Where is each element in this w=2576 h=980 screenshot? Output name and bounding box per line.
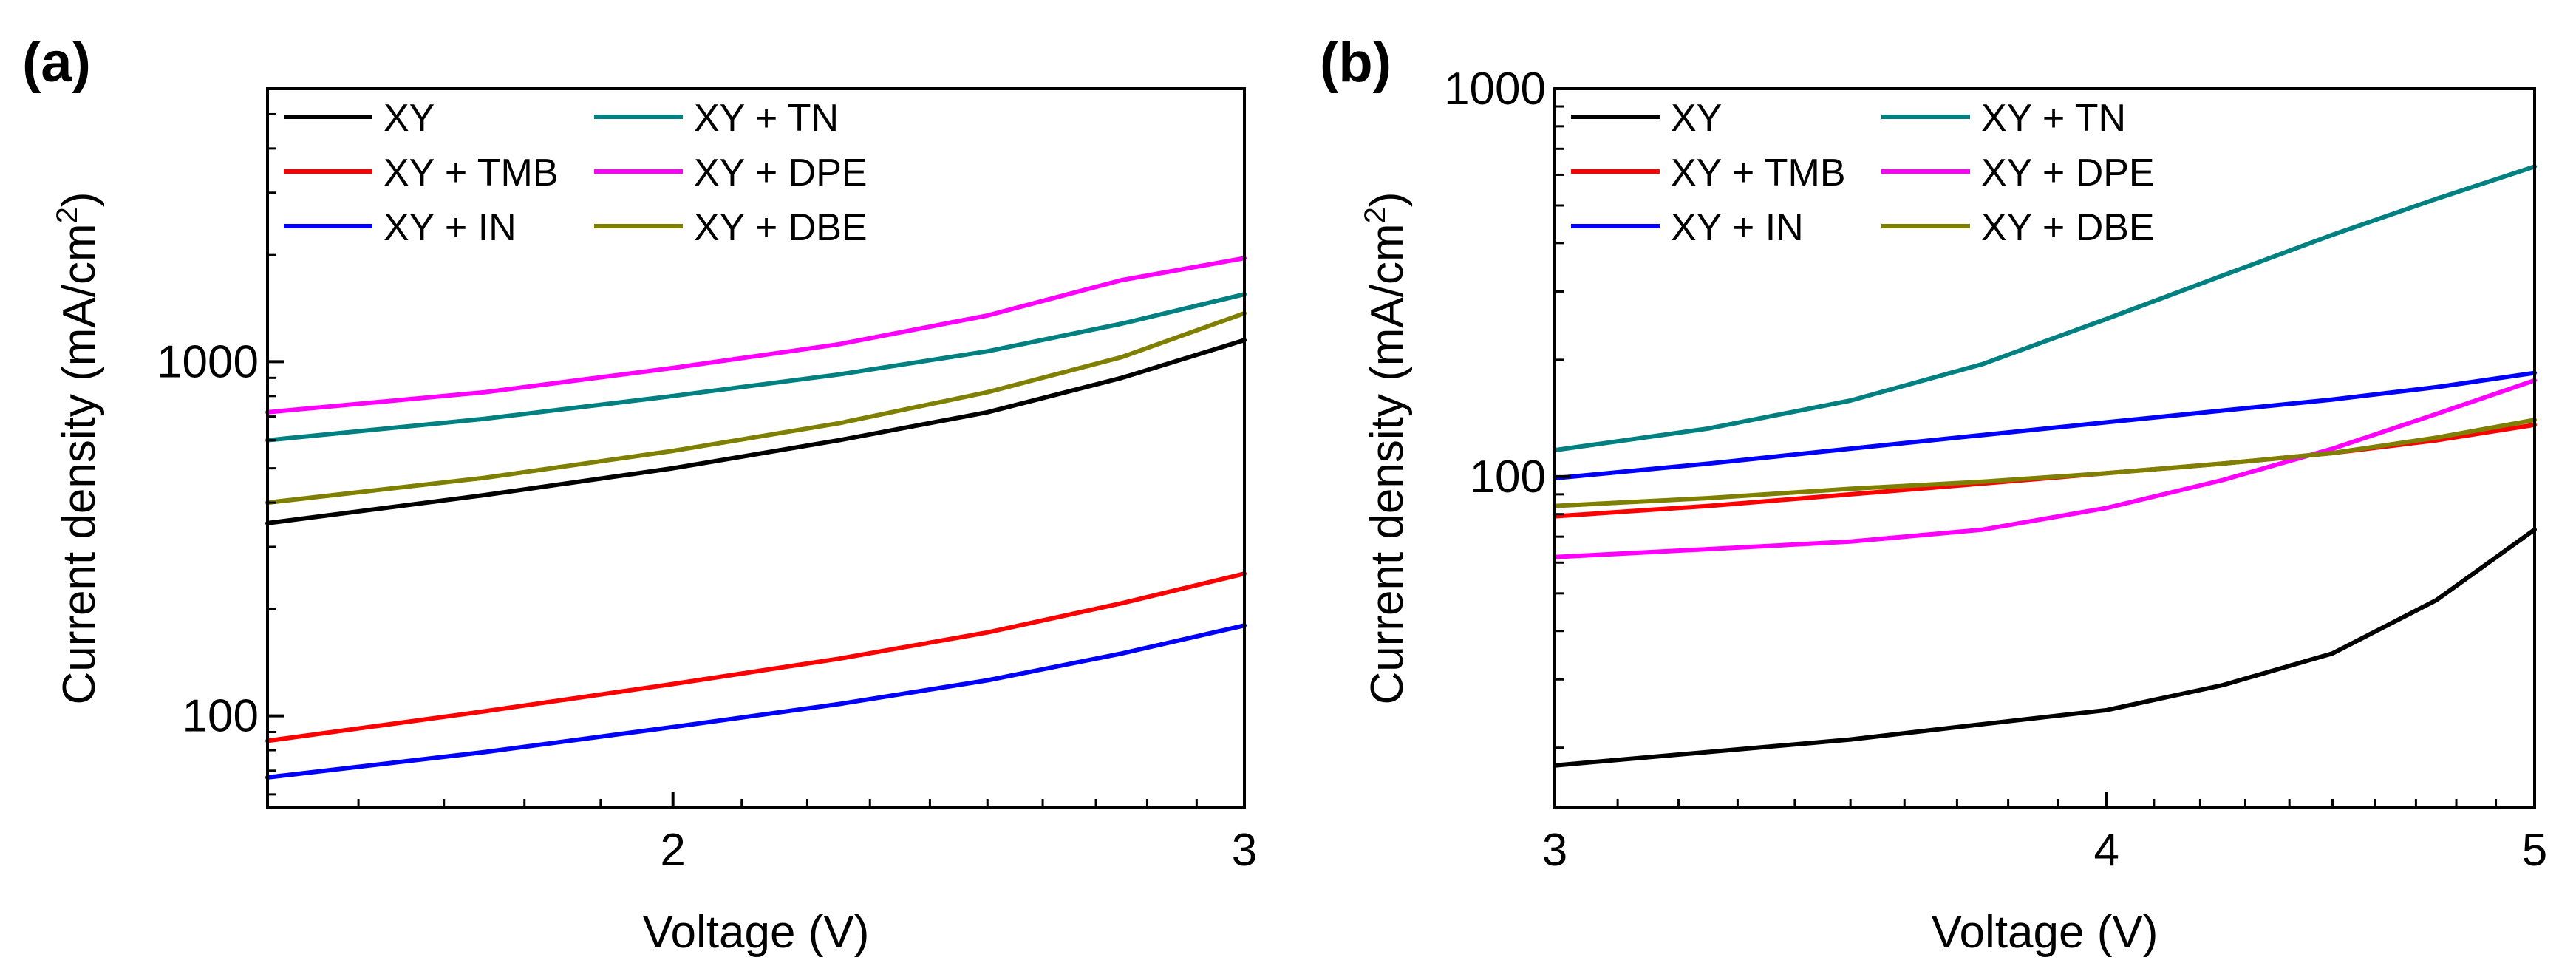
- legend-label-xy-dbe: XY + DBE: [1981, 206, 2155, 249]
- legend-label-xy-dpe: XY + DPE: [694, 152, 868, 194]
- series-line-xy-tn: [265, 292, 1247, 443]
- legend-label-xy-dbe: XY + DBE: [694, 206, 868, 249]
- series-line-xy-in: [265, 623, 1247, 780]
- y-tick-label: 100: [1470, 452, 1546, 503]
- legend-label-xy-tn: XY + TN: [694, 97, 839, 140]
- panel-b: (b) 100 1000 3 4 5 Voltage (V) Current density …: [1320, 31, 2547, 958]
- legend-label-xy-tn: XY + TN: [1981, 97, 2126, 140]
- y-tick-label: 1000: [1444, 64, 1546, 115]
- series-line-xy: [1553, 527, 2537, 768]
- panel-a: (a) 100 1000 2 3 Voltage (V) Current density (…: [22, 31, 1257, 958]
- plot-frame: [1553, 87, 2536, 809]
- series-line-xy-dpe: [1553, 378, 2537, 559]
- legend-label-xy-tmb: XY + TMB: [1671, 152, 1846, 194]
- legend-label-xy: XY: [384, 97, 435, 140]
- x-axis-title: Voltage (V): [1932, 907, 2158, 958]
- legend-label-xy-in: XY + IN: [1671, 206, 1804, 249]
- legend-label-xy-dpe: XY + DPE: [1981, 152, 2155, 194]
- series-line-xy-dbe: [265, 310, 1247, 506]
- x-tick-label: 2: [660, 825, 685, 876]
- series-line-xy-in: [1553, 370, 2537, 481]
- legend-label-xy: XY: [1671, 97, 1722, 140]
- series-line-xy: [265, 338, 1247, 525]
- panel-label: (b): [1320, 31, 1391, 94]
- series-line-xy-dpe: [265, 256, 1247, 415]
- x-tick-label: 5: [2522, 825, 2547, 876]
- legend-label-xy-tmb: XY + TMB: [384, 152, 559, 194]
- x-tick-label: 3: [1232, 825, 1257, 876]
- series-line-xy-dbe: [1553, 418, 2537, 508]
- plot-frame: [266, 87, 1246, 809]
- y-axis-title: Current density (mA/cm2): [51, 191, 105, 704]
- y-tick-label: 100: [183, 691, 259, 742]
- series-line-xy-tmb: [265, 571, 1247, 743]
- x-tick-label: 3: [1542, 825, 1567, 876]
- panel-label: (a): [22, 31, 91, 94]
- legend-label-xy-in: XY + IN: [384, 206, 517, 249]
- x-tick-label: 4: [2094, 825, 2119, 876]
- y-axis-title: Current density (mA/cm2): [1359, 191, 1413, 704]
- series-line-xy-tmb: [1553, 422, 2537, 519]
- series-line-xy-tn: [1553, 164, 2537, 453]
- y-tick-label: 1000: [157, 336, 259, 387]
- x-axis-title: Voltage (V): [643, 907, 870, 958]
